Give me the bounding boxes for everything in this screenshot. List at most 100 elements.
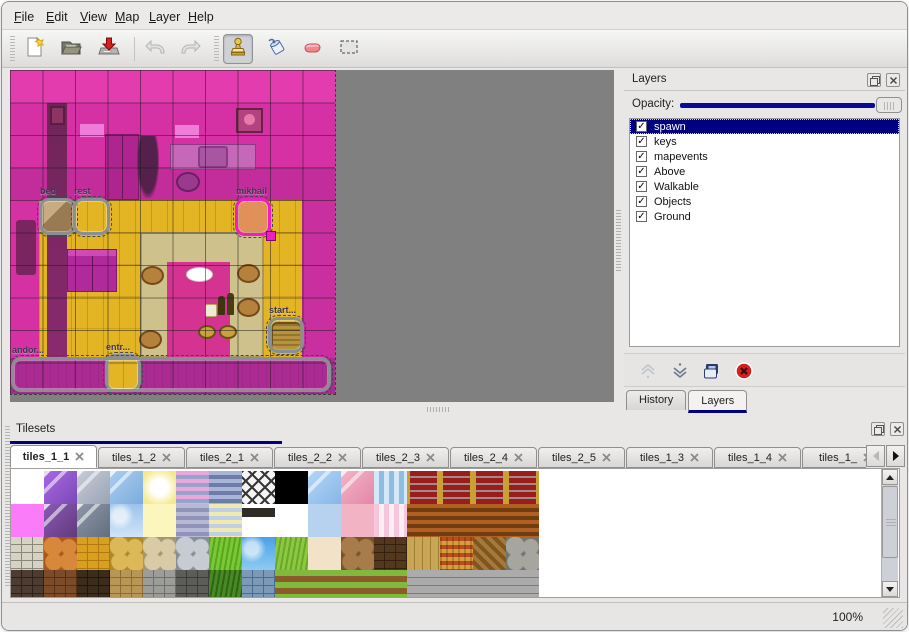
scrollbar-thumb[interactable] xyxy=(882,486,898,558)
tools-drag-handle[interactable] xyxy=(214,36,219,62)
vertical-splitter[interactable] xyxy=(616,210,621,272)
tab-close-icon[interactable] xyxy=(863,453,866,462)
tile-3-13[interactable] xyxy=(440,570,473,597)
tileset-view[interactable] xyxy=(10,468,900,598)
tile-0-5[interactable] xyxy=(176,471,209,504)
opacity-slider-handle[interactable] xyxy=(876,97,902,113)
lower-layer-button[interactable] xyxy=(668,359,692,383)
tileset-tab-tiles_1_2[interactable]: tiles_1_2 xyxy=(98,447,185,468)
map-object-rest[interactable] xyxy=(71,196,112,237)
tile-2-5[interactable] xyxy=(176,537,209,570)
menu-item-view[interactable]: View xyxy=(80,10,107,24)
tileset-tab-tiles_1_[interactable]: tiles_1_ xyxy=(802,447,866,468)
scroll-down-button[interactable] xyxy=(882,581,898,597)
scroll-up-button[interactable] xyxy=(882,469,898,485)
menu-item-layer[interactable]: Layer xyxy=(149,10,181,24)
tilesets-drag-handle[interactable] xyxy=(5,426,10,586)
tile-1-4[interactable] xyxy=(143,504,176,537)
tabs-scroll-right-button[interactable] xyxy=(886,445,905,467)
tab-layers[interactable]: Layers xyxy=(688,390,748,413)
tile-1-12[interactable] xyxy=(407,504,440,537)
tile-1-10[interactable] xyxy=(341,504,374,537)
layer-visibility-checkbox[interactable]: ✓ xyxy=(636,151,647,162)
tileset-grid[interactable] xyxy=(11,471,539,597)
tile-3-4[interactable] xyxy=(143,570,176,597)
tile-2-15[interactable] xyxy=(506,537,539,570)
layer-list[interactable]: ✓ spawn ✓ keys ✓ mapevents ✓ Above ✓ Walkable ✓ Obj… xyxy=(629,118,900,347)
rect-select-tool-button[interactable] xyxy=(334,34,364,64)
object-resize-handle[interactable] xyxy=(266,231,276,241)
tile-0-0[interactable] xyxy=(11,471,44,504)
tile-1-14[interactable] xyxy=(473,504,506,537)
toolbar-drag-handle[interactable] xyxy=(10,36,15,62)
tab-close-icon[interactable] xyxy=(250,453,259,462)
tile-0-11[interactable] xyxy=(374,471,407,504)
tile-1-6[interactable] xyxy=(209,504,242,537)
layer-row-mapevents[interactable]: ✓ mapevents xyxy=(630,149,899,164)
opacity-slider-track[interactable] xyxy=(680,103,875,108)
tile-1-15[interactable] xyxy=(506,504,539,537)
tileset-tab-tiles_1_3[interactable]: tiles_1_3 xyxy=(626,447,713,468)
tile-0-7[interactable] xyxy=(242,471,275,504)
menu-item-edit[interactable]: Edit xyxy=(46,10,68,24)
tile-2-4[interactable] xyxy=(143,537,176,570)
tile-3-14[interactable] xyxy=(473,570,506,597)
tile-1-11[interactable] xyxy=(374,504,407,537)
layers-close-button[interactable] xyxy=(886,73,900,87)
redo-button[interactable] xyxy=(176,34,206,64)
tile-0-6[interactable] xyxy=(209,471,242,504)
tab-close-icon[interactable] xyxy=(426,453,435,462)
tile-1-1[interactable] xyxy=(44,504,77,537)
eraser-tool-button[interactable] xyxy=(298,34,328,64)
menu-item-map[interactable]: Map xyxy=(115,10,140,24)
tile-2-3[interactable] xyxy=(110,537,143,570)
tile-3-11[interactable] xyxy=(374,570,407,597)
map-object-start[interactable] xyxy=(266,315,306,355)
layer-visibility-checkbox[interactable]: ✓ xyxy=(636,181,647,192)
map-object-mikhail[interactable] xyxy=(233,196,276,241)
layer-row-keys[interactable]: ✓ keys xyxy=(630,134,899,149)
tile-1-2[interactable] xyxy=(77,504,110,537)
duplicate-layer-button[interactable] xyxy=(700,359,724,383)
layer-row-spawn[interactable]: ✓ spawn xyxy=(630,119,899,134)
horizontal-splitter[interactable] xyxy=(427,407,451,412)
layer-row-Above[interactable]: ✓ Above xyxy=(630,164,899,179)
tile-0-9[interactable] xyxy=(308,471,341,504)
tab-close-icon[interactable] xyxy=(162,453,171,462)
tile-0-13[interactable] xyxy=(440,471,473,504)
layer-visibility-checkbox[interactable]: ✓ xyxy=(636,211,647,222)
tile-2-7[interactable] xyxy=(242,537,275,570)
tile-1-9[interactable] xyxy=(308,504,341,537)
tile-1-5[interactable] xyxy=(176,504,209,537)
tile-1-7[interactable] xyxy=(242,504,275,537)
layer-visibility-checkbox[interactable]: ✓ xyxy=(636,196,647,207)
tile-0-12[interactable] xyxy=(407,471,440,504)
tile-0-14[interactable] xyxy=(473,471,506,504)
layers-float-button[interactable] xyxy=(867,73,881,87)
new-map-button[interactable] xyxy=(20,34,50,64)
map[interactable]: bed rest mikhail start... entr... andor... xyxy=(10,70,336,395)
tab-close-icon[interactable] xyxy=(690,453,699,462)
tabs-scroll-left-button[interactable] xyxy=(866,445,885,467)
tab-close-icon[interactable] xyxy=(75,452,84,461)
tile-2-10[interactable] xyxy=(341,537,374,570)
delete-layer-button[interactable] xyxy=(732,359,756,383)
resize-grip[interactable] xyxy=(883,608,903,628)
open-map-button[interactable] xyxy=(56,34,86,64)
tile-3-15[interactable] xyxy=(506,570,539,597)
tile-3-9[interactable] xyxy=(308,570,341,597)
layer-visibility-checkbox[interactable]: ✓ xyxy=(636,136,647,147)
tile-0-15[interactable] xyxy=(506,471,539,504)
tileset-tab-tiles_2_1[interactable]: tiles_2_1 xyxy=(186,447,273,468)
tile-3-10[interactable] xyxy=(341,570,374,597)
tile-3-7[interactable] xyxy=(242,570,275,597)
tileset-tab-tiles_2_5[interactable]: tiles_2_5 xyxy=(538,447,625,468)
tile-0-4[interactable] xyxy=(143,471,176,504)
tab-close-icon[interactable] xyxy=(338,453,347,462)
tile-3-0[interactable] xyxy=(11,570,44,597)
save-map-button[interactable] xyxy=(94,34,124,64)
tileset-tab-tiles_2_2[interactable]: tiles_2_2 xyxy=(274,447,361,468)
layer-visibility-checkbox[interactable]: ✓ xyxy=(636,166,647,177)
tileset-tab-tiles_2_3[interactable]: tiles_2_3 xyxy=(362,447,449,468)
tilesets-float-button[interactable] xyxy=(871,422,885,436)
